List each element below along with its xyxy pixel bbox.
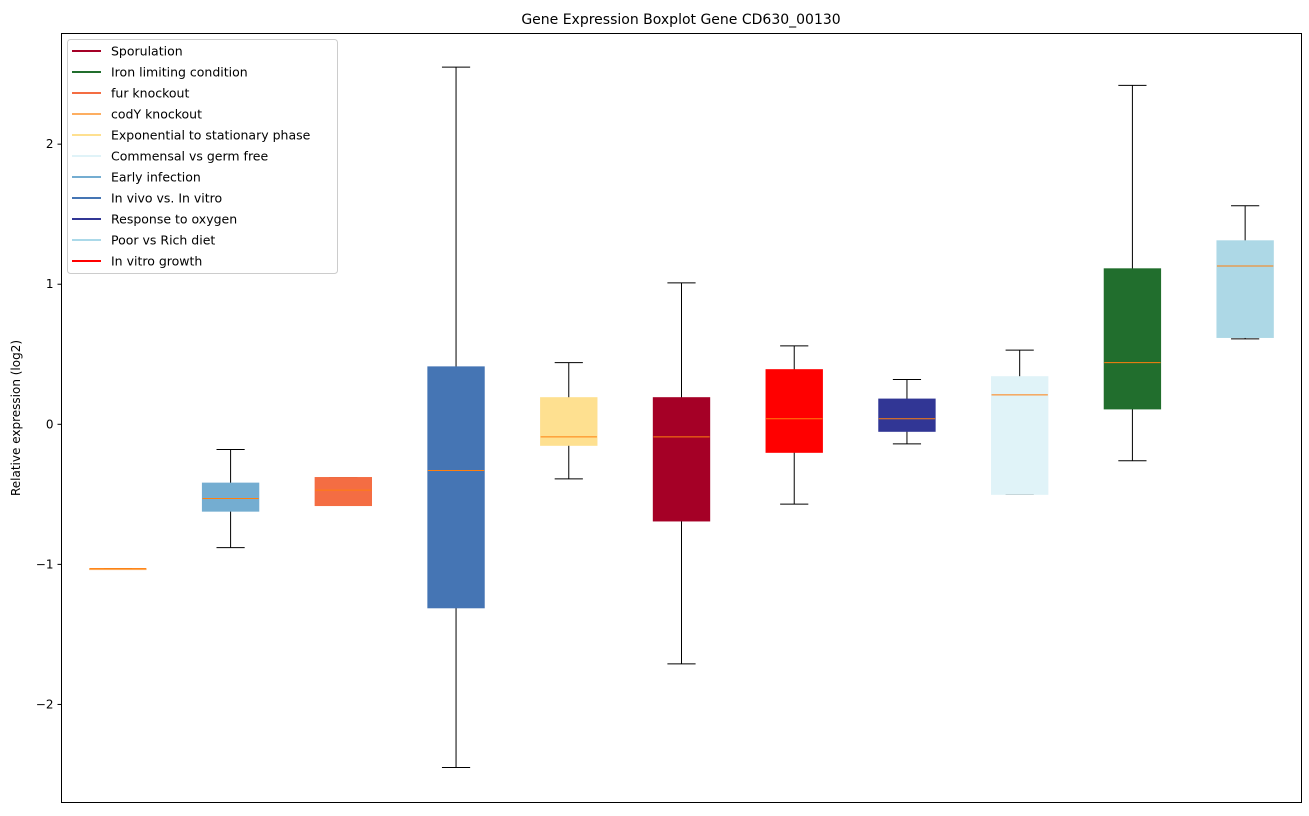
legend-label: Early infection <box>111 170 201 185</box>
box-body <box>991 376 1049 495</box>
box-body <box>540 397 598 446</box>
box-body <box>314 477 372 507</box>
y-axis-label: Relative expression (log2) <box>9 340 23 496</box>
box-body <box>878 398 936 432</box>
box-7 <box>765 345 823 505</box>
box-2 <box>201 449 260 549</box>
box-body <box>765 369 823 453</box>
legend-label: Commensal vs germ free <box>111 149 268 164</box>
box-1 <box>89 568 147 571</box>
box-5 <box>540 362 598 480</box>
box-4 <box>427 66 485 768</box>
legend-label: In vitro growth <box>111 254 202 269</box>
legend-label: Exponential to stationary phase <box>111 128 311 143</box>
legend-label: Response to oxygen <box>111 212 237 227</box>
box-body <box>1103 268 1162 410</box>
legend-frame <box>67 39 338 274</box>
y-tick-label: −1 <box>36 557 54 571</box>
legend-label: Iron limiting condition <box>111 65 248 80</box>
legend-label: Poor vs Rich diet <box>111 233 215 248</box>
box-3 <box>314 477 372 507</box>
box-body <box>427 366 485 609</box>
box-8 <box>878 378 936 445</box>
legend-label: Sporulation <box>111 44 183 59</box>
legend-label: In vivo vs. In vitro <box>111 191 222 206</box>
legend-label: fur knockout <box>111 86 189 101</box>
y-tick-label: 1 <box>46 277 54 291</box>
box-10 <box>1103 84 1162 462</box>
box-body <box>201 482 260 512</box>
legend: Sporulation Iron limiting condition fur kn… <box>67 39 338 274</box>
y-tick-label: 0 <box>46 417 54 431</box>
box-9 <box>991 349 1049 495</box>
y-tick-label: 2 <box>46 137 54 151</box>
chart-title: Gene Expression Boxplot Gene CD630_00130 <box>521 12 840 28</box>
y-tick-label: −2 <box>36 697 54 711</box>
plot-frame <box>61 33 1302 803</box>
legend-label: codY knockout <box>111 107 202 122</box>
box-6 <box>652 282 711 665</box>
box-body <box>652 397 711 522</box>
box-11 <box>1216 205 1274 340</box>
box-body <box>1216 240 1274 338</box>
